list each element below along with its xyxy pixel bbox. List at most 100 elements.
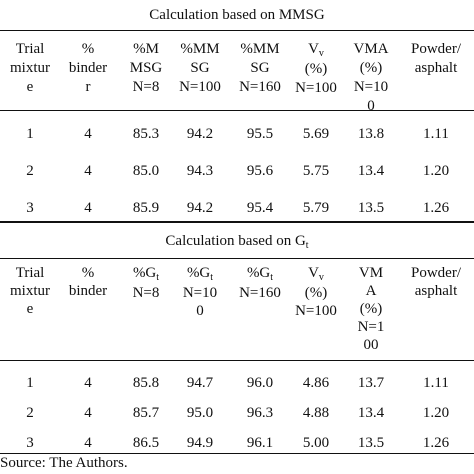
column-header: %MM SG N=160 (230, 40, 290, 97)
table-cell: 95.0 (186, 405, 214, 421)
header-line: A (365, 283, 377, 299)
caption-gt: Calculation based on Gt (165, 233, 309, 251)
table-cell: 1 (26, 126, 34, 142)
caption-mmsg: Calculation based on MMSG (149, 7, 325, 23)
table-cell: 85.9 (132, 200, 160, 216)
header-line: mixtur (10, 283, 50, 299)
table-cell: 3 (26, 435, 34, 451)
header-line: asphalt (414, 60, 458, 76)
table-cell: 3 (26, 200, 34, 216)
table-cell: 1.11 (423, 126, 449, 142)
header-line: 00 (363, 337, 379, 353)
header-line: SG (250, 60, 270, 76)
table-cell: 4 (84, 375, 92, 391)
table-cell: 4.86 (302, 375, 330, 391)
header-line: mixtur (10, 60, 50, 76)
header-line: N=8 (132, 79, 160, 95)
table-cell: 1.11 (423, 375, 449, 391)
header-line: Powder/ (411, 41, 461, 57)
header-line: VM (358, 265, 384, 281)
header-line: % (81, 41, 95, 57)
header-rule-2 (0, 360, 474, 361)
header-line: e (26, 79, 34, 95)
column-header: % binder r (60, 40, 116, 97)
header-line: binder (68, 60, 108, 76)
table-cell: 13.5 (357, 435, 385, 451)
subscript: t (156, 272, 160, 283)
table-cell: 95.4 (246, 200, 274, 216)
column-header: Vv (%) N=100 (286, 264, 346, 320)
header-line: (%) (359, 301, 383, 317)
table-cell: 94.9 (186, 435, 214, 451)
top-rule-1 (0, 30, 474, 31)
header-line: % (81, 265, 95, 281)
header-line: N=100 (295, 80, 337, 96)
header-line: %M (133, 41, 159, 57)
header-line: (%) (359, 60, 383, 76)
table-cell: 96.1 (246, 435, 274, 451)
header-line: (%) (304, 61, 328, 77)
table-cell: 1.20 (422, 163, 450, 179)
table-cell: 95.6 (246, 163, 274, 179)
header-line: asphalt (414, 283, 458, 299)
bottom-rule-1 (0, 221, 474, 223)
bottom-rule-2 (0, 453, 474, 454)
subscript: v (318, 272, 324, 283)
top-rule-2 (0, 258, 474, 259)
header-line: 0 (367, 98, 375, 114)
header-line: (%) (304, 285, 328, 301)
header-rule-1 (0, 110, 474, 111)
subscript: t (210, 272, 214, 283)
table-cell: 4 (84, 163, 92, 179)
table-cell: 94.2 (186, 126, 214, 142)
table-cell: 94.7 (186, 375, 214, 391)
table-cell: 13.4 (357, 405, 385, 421)
table-cell: 1.26 (422, 200, 450, 216)
header-line: N=100 (179, 79, 221, 95)
table-cell: 96.0 (246, 375, 274, 391)
header-line: Vv (308, 41, 324, 59)
subscript: v (318, 48, 324, 59)
header-line: N=160 (239, 79, 281, 95)
table-cell: 2 (26, 163, 34, 179)
table-cell: 13.7 (357, 375, 385, 391)
header-line: binder (68, 283, 108, 299)
header-line: N=8 (132, 285, 160, 301)
table-cell: 94.3 (186, 163, 214, 179)
header-line: %Gt (246, 265, 274, 283)
header-line: N=100 (295, 303, 337, 319)
header-line: Vv (308, 265, 324, 283)
header-line: r (85, 79, 91, 95)
header-line: SG (190, 60, 210, 76)
table-cell: 95.5 (246, 126, 274, 142)
header-line: VMA (353, 41, 389, 57)
subscript: t (270, 272, 274, 283)
header-line: Powder/ (411, 265, 461, 281)
source-note: Source: The Authors. (0, 455, 128, 471)
column-header: %Gt N=10 0 (170, 264, 230, 320)
column-header: %Gt N=160 (230, 264, 290, 302)
table-cell: 1.26 (422, 435, 450, 451)
header-line: N=160 (239, 285, 281, 301)
header-line: %MM (240, 41, 280, 57)
table-cell: 96.3 (246, 405, 274, 421)
column-header: % binder (60, 264, 116, 300)
header-line: MSG (129, 60, 163, 76)
table-cell: 13.4 (357, 163, 385, 179)
column-header: Vv (%) N=100 (286, 40, 346, 98)
column-header: Powder/asphalt (398, 40, 474, 78)
table-cell: 4.88 (302, 405, 330, 421)
table-cell: 5.75 (302, 163, 330, 179)
table-cell: 2 (26, 405, 34, 421)
column-header: Trial mixtur e (0, 264, 60, 318)
table-cell: 13.5 (357, 200, 385, 216)
column-header: %M MSG N=8 (118, 40, 174, 97)
header-line: e (26, 301, 34, 317)
header-line: N=1 (357, 319, 385, 335)
column-header: VMA (%) N=10 0 (346, 40, 396, 116)
table-cell: 94.2 (186, 200, 214, 216)
table-cell: 1 (26, 375, 34, 391)
column-header: %Gt N=8 (118, 264, 174, 302)
table-cell: 5.69 (302, 126, 330, 142)
header-line: Trial (15, 265, 45, 281)
